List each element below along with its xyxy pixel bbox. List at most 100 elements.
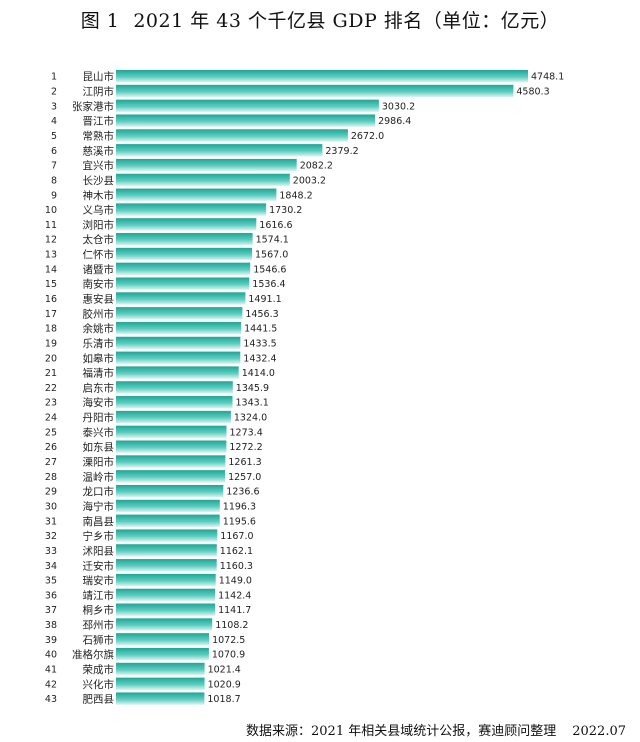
bar-row: 24 丹阳市 1324.0: [45, 410, 267, 424]
bar-row: 18 余姚市 1441.5: [45, 321, 277, 335]
bar: [116, 484, 224, 498]
category-label: 常熟市: [83, 129, 115, 142]
bar: [116, 499, 220, 513]
bar-row: 43 肥西县 1018.7: [45, 692, 241, 706]
rank-label: 32: [45, 531, 57, 542]
bar-row: 16 惠安县 1491.1: [45, 292, 282, 306]
value-label: 2672.0: [351, 131, 384, 142]
rank-label: 4: [51, 116, 57, 127]
bar-row: 4 晋江市 2986.4: [51, 114, 411, 128]
bar-row: 5 常熟市 2672.0: [51, 129, 384, 142]
value-label: 1236.6: [226, 487, 259, 498]
bar: [116, 662, 205, 676]
rank-label: 2: [51, 87, 57, 98]
bar: [116, 203, 267, 216]
bar: [116, 233, 253, 246]
category-label: 晋江市: [83, 115, 115, 128]
bar-row: 1 昆山市 4748.1: [51, 70, 564, 83]
category-label: 宁乡市: [83, 530, 115, 543]
bar-row: 31 南昌县 1195.6: [45, 514, 256, 528]
value-label: 4580.3: [516, 87, 549, 98]
bar: [116, 99, 379, 113]
value-label: 2003.2: [293, 175, 326, 186]
value-label: 1616.6: [259, 220, 292, 231]
rank-label: 14: [45, 264, 57, 275]
value-label: 1261.3: [228, 457, 261, 468]
value-label: 1433.5: [243, 338, 276, 349]
bar: [116, 129, 348, 142]
category-label: 迁安市: [83, 559, 115, 572]
value-label: 1167.0: [220, 531, 253, 542]
value-label: 1567.0: [255, 250, 288, 261]
bar-row: 3 张家港市 3030.2: [51, 99, 415, 113]
category-label: 龙口市: [83, 485, 115, 498]
value-label: 1574.1: [256, 235, 289, 246]
rank-label: 43: [45, 694, 57, 705]
value-label: 1414.0: [242, 368, 275, 379]
category-label: 如东县: [83, 441, 115, 454]
bar-row: 34 迁安市 1160.3: [45, 559, 253, 572]
rank-label: 19: [45, 338, 57, 349]
bar-row: 10 义乌市 1730.2: [45, 203, 302, 217]
value-label: 1432.4: [243, 353, 276, 364]
value-label: 4748.1: [531, 72, 564, 83]
rank-label: 42: [45, 679, 57, 690]
bar-row: 39 石狮市 1072.5: [45, 633, 245, 646]
category-label: 沭阳县: [83, 545, 115, 557]
category-label: 瑞安市: [83, 574, 115, 587]
bar: [116, 529, 218, 542]
value-label: 1441.5: [244, 324, 277, 335]
rank-label: 24: [45, 413, 57, 424]
category-label: 诸暨市: [83, 263, 115, 276]
value-label: 1196.3: [223, 501, 256, 512]
category-label: 石狮市: [83, 633, 115, 646]
bar: [116, 692, 205, 705]
rank-label: 28: [45, 472, 57, 483]
bar: [116, 366, 239, 379]
bar: [116, 455, 226, 468]
rank-label: 16: [45, 294, 57, 305]
rank-label: 18: [45, 324, 57, 335]
rank-label: 35: [45, 576, 57, 587]
rank-label: 27: [45, 457, 57, 468]
bar: [116, 218, 257, 231]
bar-row: 28 温岭市 1257.0: [45, 470, 261, 483]
bar: [116, 144, 323, 157]
bar: [116, 158, 297, 172]
bar: [116, 188, 277, 201]
chart-title: 图 1 2021 年 43 个千亿县 GDP 排名（单位：亿元）: [0, 6, 640, 33]
bar-row: 32 宁乡市 1167.0: [45, 529, 254, 543]
value-label: 1141.7: [218, 605, 251, 616]
rank-label: 15: [45, 279, 57, 290]
bar-row: 27 溧阳市 1261.3: [45, 455, 262, 469]
category-label: 福清市: [83, 367, 115, 380]
value-label: 1108.2: [215, 620, 248, 631]
bar: [116, 410, 231, 424]
rank-label: 39: [45, 635, 57, 646]
value-label: 1272.2: [229, 442, 262, 453]
category-label: 南昌县: [83, 515, 115, 528]
value-label: 1730.2: [269, 205, 302, 216]
category-label: 余姚市: [83, 322, 115, 335]
value-label: 1848.2: [279, 190, 312, 201]
rank-label: 36: [45, 590, 57, 601]
value-label: 1536.4: [252, 279, 285, 290]
value-label: 1020.9: [208, 679, 241, 690]
bar: [116, 262, 251, 276]
rank-label: 3: [51, 101, 57, 112]
bar: [116, 440, 227, 453]
bar: [116, 618, 213, 631]
bar-row: 38 邳州市 1108.2: [45, 618, 248, 632]
bar-row: 36 靖江市 1142.4: [45, 588, 251, 602]
bar-row: 37 桐乡市 1141.7: [45, 603, 251, 617]
title-text: 2021 年 43 个千亿县 GDP 排名（单位：亿元）: [133, 10, 560, 32]
bar-row: 33 沭阳县 1162.1: [45, 544, 253, 557]
category-label: 惠安县: [83, 293, 115, 306]
bar: [116, 603, 216, 616]
bar-row: 26 如东县 1272.2: [45, 440, 263, 454]
bar: [116, 307, 243, 320]
category-label: 宜兴市: [83, 159, 115, 172]
rank-label: 17: [45, 309, 57, 320]
category-label: 胶州市: [83, 307, 115, 320]
bar-row: 41 荣成市 1021.4: [45, 662, 241, 676]
